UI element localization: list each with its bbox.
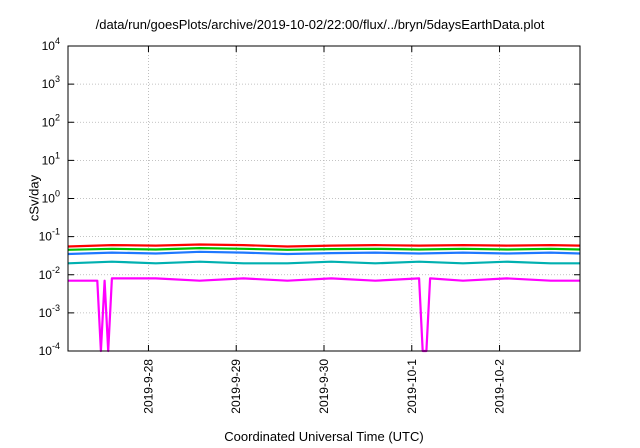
y-tick-label: 10-1 [39, 227, 60, 244]
x-axis-label: Coordinated Universal Time (UTC) [224, 429, 424, 444]
y-tick-base: 10 [42, 77, 56, 91]
x-tick-label: 2019-10-1 [405, 359, 419, 414]
x-tick-label: 2019-10-2 [493, 359, 507, 414]
y-axis-label: cSv/day [26, 174, 42, 222]
y-tick-base: 10 [42, 39, 56, 53]
series-line-1 [67, 243, 581, 248]
grid [68, 46, 580, 351]
y-tick-label: 102 [42, 112, 60, 129]
y-tick-label: 100 [42, 189, 60, 206]
y-tick-base: 10 [39, 306, 53, 320]
x-tick-label: 2019-9-28 [141, 359, 155, 414]
y-tick-exponent: 0 [55, 189, 60, 199]
y-tick-exponent: 2 [55, 112, 60, 122]
y-tick-exponent: -2 [52, 265, 60, 275]
x-tick-labels: 2019-9-28 2019-9-29 2019-9-30 2019-10-1 2019… [141, 359, 506, 414]
y-tick-exponent: -3 [52, 303, 60, 313]
chart-title: /data/run/goesPlots/archive/2019-10-02/2… [95, 17, 545, 32]
series-line-3 [67, 260, 580, 265]
series-group [67, 243, 581, 353]
ticks [68, 45, 580, 352]
y-tick-label: 10-3 [39, 303, 60, 320]
y-tick-exponent: -4 [52, 341, 60, 351]
y-tick-label: 103 [42, 74, 60, 91]
y-tick-base: 10 [39, 268, 53, 282]
y-tick-base: 10 [42, 192, 56, 206]
y-tick-exponent: 3 [55, 74, 60, 84]
x-tick-label: 2019-9-30 [317, 359, 331, 414]
y-tick-label: 10-4 [39, 341, 60, 358]
y-tick-base: 10 [39, 344, 53, 358]
series-line-2 [67, 247, 581, 251]
y-tick-exponent: 4 [55, 36, 60, 46]
y-tick-exponent: -1 [52, 227, 60, 237]
y-tick-exponent: 1 [55, 150, 60, 160]
y-tick-base: 10 [42, 153, 56, 167]
y-tick-label: 10-2 [39, 265, 60, 282]
x-tick-label: 2019-9-29 [229, 359, 243, 414]
y-tick-base: 10 [39, 230, 53, 244]
series-line-4 [67, 250, 581, 256]
y-tick-base: 10 [42, 115, 56, 129]
series-line-5 [68, 277, 580, 353]
y-tick-label: 101 [42, 150, 60, 167]
y-tick-label: 104 [42, 36, 60, 53]
